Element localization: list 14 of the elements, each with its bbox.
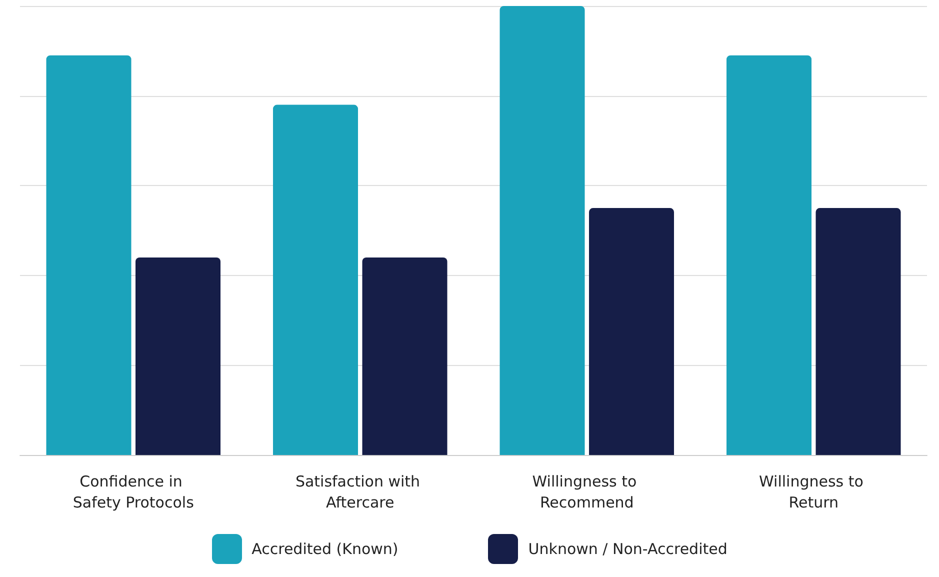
- x-tick-label: Willingness to Return: [759, 472, 868, 512]
- x-tick-label: Willingness to Recommend: [532, 472, 642, 512]
- bar: [273, 104, 358, 455]
- bar: [46, 55, 132, 455]
- bar: [500, 6, 585, 455]
- bar: [816, 208, 901, 455]
- bar: [136, 257, 220, 455]
- bar: [362, 257, 448, 455]
- legend-label: Unknown / Non-Accredited: [528, 540, 728, 558]
- bar: [726, 55, 812, 455]
- x-tick-label: Confidence in Safety Protocols: [72, 472, 194, 512]
- legend-label: Accredited (Known): [252, 540, 398, 558]
- bar: [589, 208, 674, 455]
- x-tick-label: Satisfaction with Aftercare: [295, 472, 425, 512]
